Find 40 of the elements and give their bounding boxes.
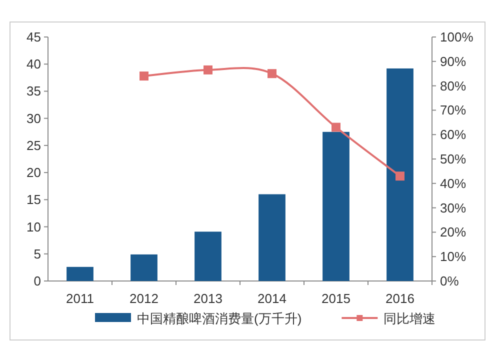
y2-tick-label: 70%	[440, 102, 466, 118]
y-tick-label: 5	[34, 246, 41, 262]
y2-tick-label: 0%	[440, 274, 460, 288]
y-tick-label: 30	[26, 110, 41, 126]
bar	[66, 266, 94, 281]
y-tick-label: 40	[26, 56, 41, 72]
y-tick-label: 10	[26, 219, 41, 234]
x-tick-label: 2015	[322, 291, 350, 306]
y2-tick-label: 30%	[440, 200, 466, 216]
x-tick-label: 2014	[258, 291, 286, 306]
y2-tick-label: 40%	[440, 176, 466, 191]
bar	[194, 232, 222, 281]
x-tick-label: 2016	[386, 291, 414, 306]
x-tick-label: 2012	[130, 291, 158, 306]
bar	[386, 68, 414, 281]
point	[332, 122, 340, 132]
y2-tick-label: 80%	[440, 78, 466, 94]
x-tick-label: 2011	[66, 291, 94, 306]
y2-tick-label: 100%	[440, 30, 474, 44]
y-tick-label: 25	[26, 138, 41, 153]
point	[204, 65, 212, 74]
legend-label: 中国精酿啤酒消费量(万千升)	[137, 311, 302, 326]
x-tick-label: 2013	[194, 291, 222, 306]
y-tick-label: 35	[26, 84, 41, 99]
point	[396, 172, 404, 181]
y2-tick-label: 60%	[440, 127, 466, 142]
bar	[322, 132, 350, 281]
point	[140, 72, 148, 81]
y2-tick-label: 20%	[440, 224, 466, 240]
point	[268, 69, 276, 78]
y-tick-label: 45	[26, 30, 41, 44]
y2-tick-label: 50%	[440, 152, 466, 166]
y2-tick-label: 10%	[440, 249, 466, 264]
y-tick-label: 0	[34, 274, 41, 288]
bar	[258, 194, 286, 281]
bar	[130, 254, 158, 281]
legend-label: 同比增速	[384, 311, 436, 326]
y-tick-label: 15	[26, 192, 41, 208]
y2-tick-label: 90%	[440, 54, 466, 69]
y-tick-label: 20	[26, 165, 41, 180]
